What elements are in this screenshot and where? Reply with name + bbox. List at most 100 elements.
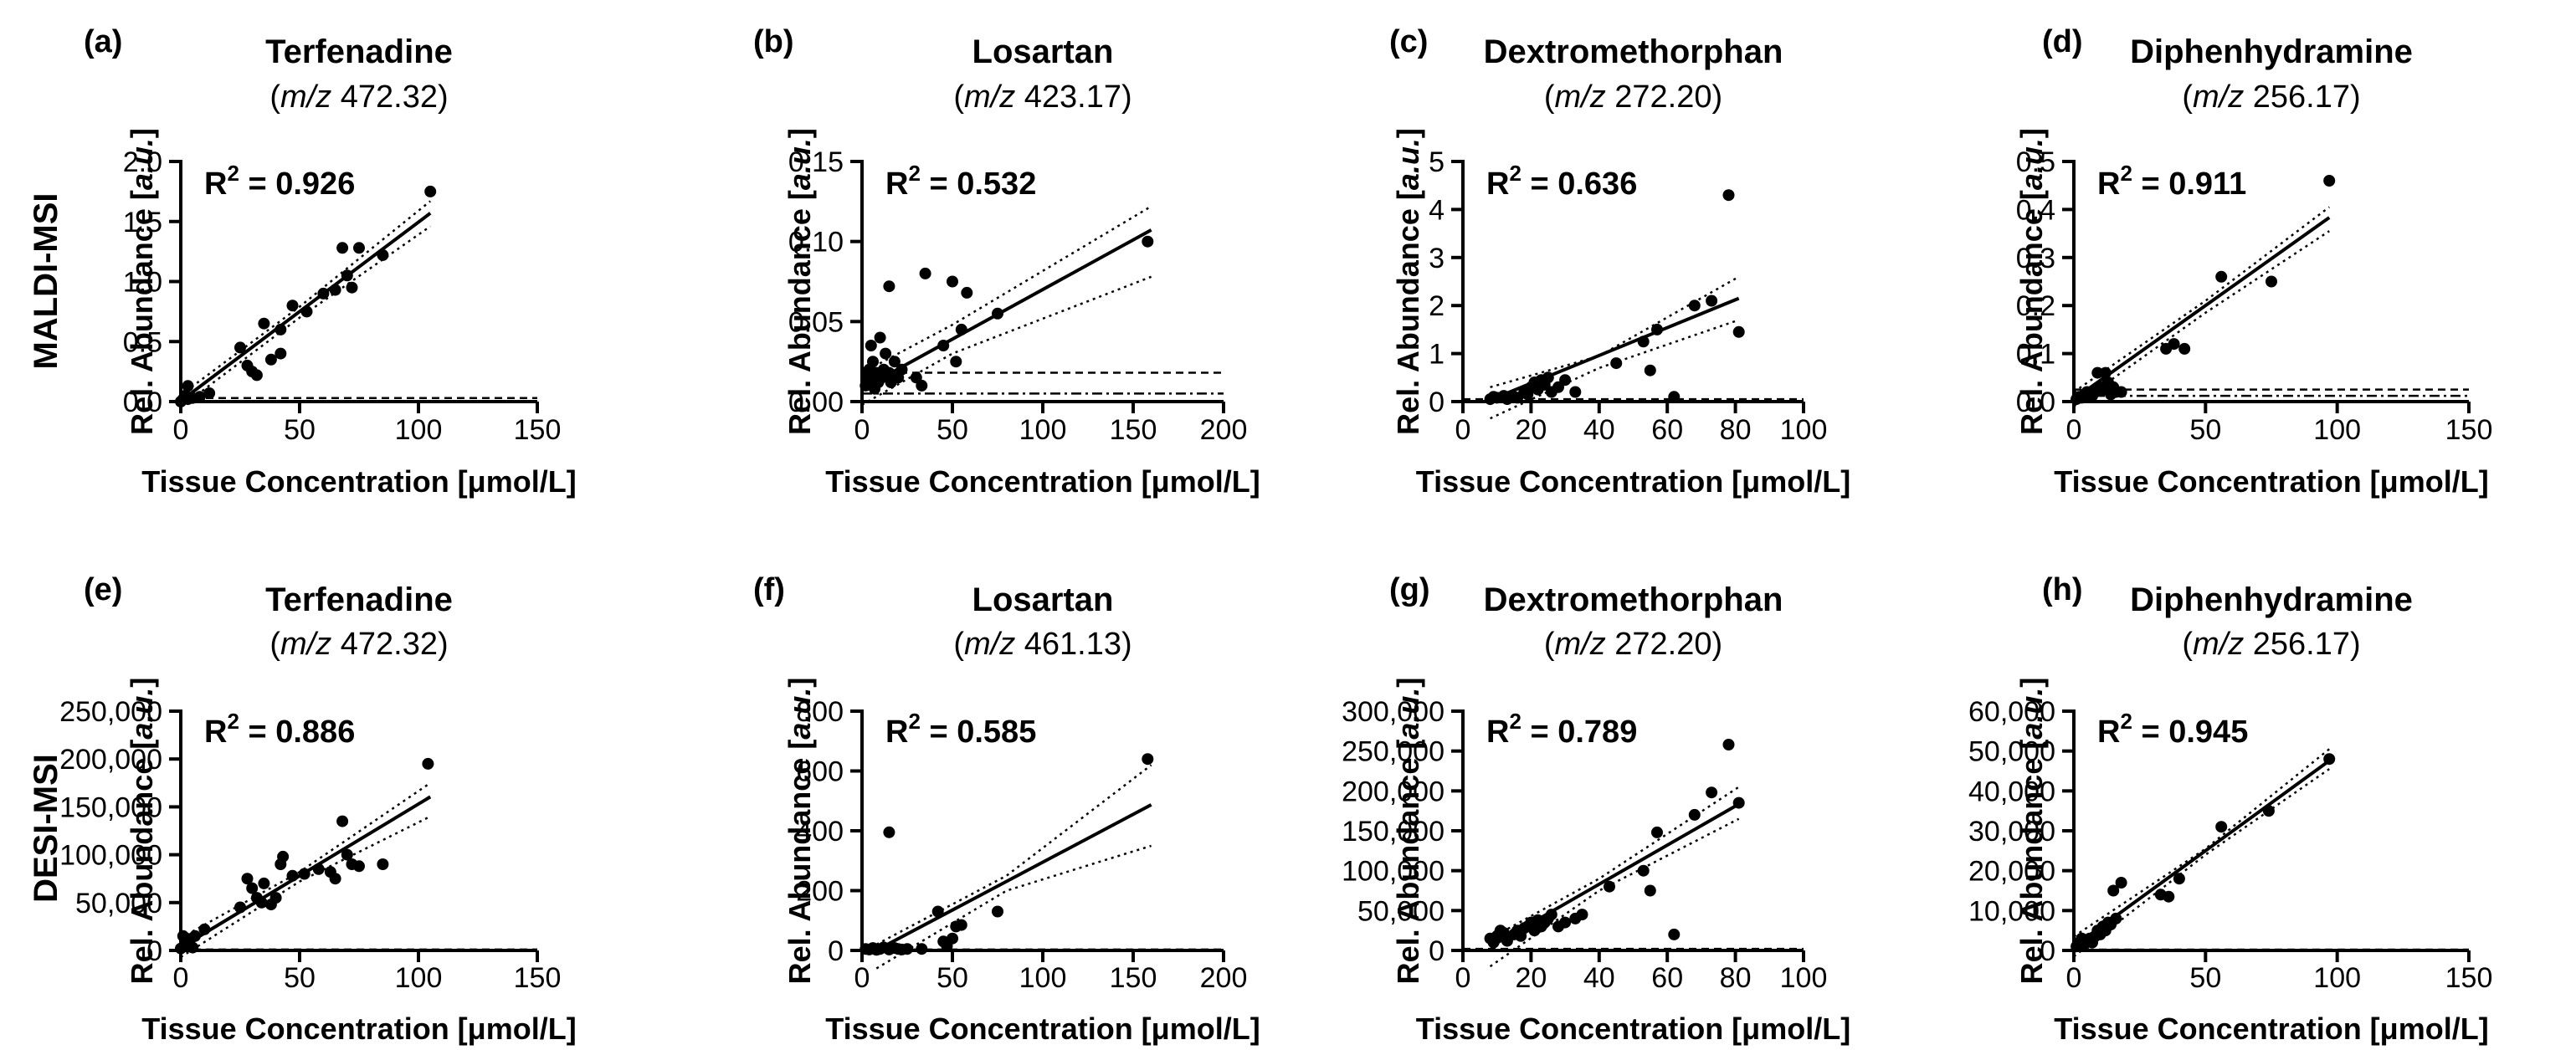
chart-title: Dextromethorphan	[1484, 581, 1783, 618]
x-tick-label: 100	[395, 962, 443, 994]
x-tick-label: 0	[2066, 414, 2082, 446]
y-tick-label: 200	[796, 876, 844, 908]
panel-e: (e) Terfenadine (m/z 472.32) R2 = 0.886 Rel.…	[59, 572, 577, 1046]
confidence-band-upper	[2073, 748, 2330, 938]
r-squared-annotation: R2 = 0.886	[204, 709, 355, 750]
x-tick-label: 100	[1019, 962, 1067, 994]
confidence-band-upper	[180, 781, 431, 940]
x-axis-label: Tissue Concentration [μmol/L]	[2054, 1012, 2488, 1046]
data-point	[275, 347, 287, 360]
x-tick-label: 0	[2066, 962, 2082, 994]
y-tick-label: 0.5	[2016, 146, 2055, 178]
y-tick-label: 0.4	[2016, 194, 2055, 226]
row-label-desi-msi: DESI-MSI	[28, 754, 64, 903]
panel-letter: (f)	[753, 572, 785, 607]
data-point	[2323, 175, 2336, 187]
y-axis-label: Rel. Abundance [a.u.]	[2014, 678, 2049, 985]
y-tick-label: 50,000	[1357, 895, 1445, 927]
y-tick-label: 400	[796, 816, 844, 848]
y-tick-label: 50,000	[1968, 736, 2055, 768]
data-point	[1688, 300, 1701, 312]
chart-title: Diphenhydramine	[2130, 33, 2413, 70]
x-axis-label: Tissue Concentration [μmol/L]	[141, 1012, 576, 1046]
data-point	[2173, 873, 2185, 885]
data-point	[424, 185, 437, 197]
x-axis-label: Tissue Concentration [μmol/L]	[825, 1012, 1260, 1046]
chart-title: Losartan	[972, 581, 1114, 618]
y-tick-label: 2.0	[123, 146, 162, 178]
r-squared-annotation: R2 = 0.945	[2097, 709, 2248, 750]
data-point	[2178, 342, 2191, 355]
data-point	[937, 340, 950, 351]
y-tick-label: 0	[1429, 935, 1445, 967]
data-point	[883, 826, 895, 838]
data-point	[258, 317, 270, 330]
data-point	[1732, 796, 1745, 809]
regression-line	[861, 228, 1152, 391]
y-tick-label: 250,000	[1342, 736, 1445, 768]
x-tick-label: 0	[173, 962, 189, 994]
y-tick-label: 4	[1429, 194, 1445, 226]
data-point	[1722, 739, 1735, 750]
data-point	[277, 850, 290, 863]
y-tick-label: 200,000	[59, 744, 162, 776]
x-axis-label: Tissue Concentration [μmol/L]	[825, 464, 1260, 499]
x-tick-label: 0	[1455, 962, 1471, 994]
panel-b: (b) Losartan (m/z 423.17) R2 = 0.532 Rel. Ab…	[753, 24, 1260, 499]
confidence-band-upper	[180, 200, 431, 397]
y-tick-label: 5	[1429, 146, 1445, 178]
data-point	[1688, 808, 1701, 821]
data-point	[2323, 753, 2336, 766]
y-tick-label: 40,000	[1968, 776, 2055, 807]
x-tick-label: 50	[2189, 962, 2221, 994]
data-point	[193, 391, 206, 403]
data-point	[341, 848, 353, 861]
data-point	[2168, 338, 2180, 351]
data-point	[955, 919, 967, 931]
y-tick-label: 2	[1429, 290, 1445, 322]
data-point	[1644, 884, 1656, 897]
chart-title: Terfenadine	[265, 581, 453, 618]
data-point	[2215, 270, 2228, 283]
data-point	[867, 356, 879, 368]
y-tick-label: 1.0	[123, 267, 162, 299]
y-tick-label: 200,000	[1342, 776, 1445, 807]
y-tick-label: 250,000	[59, 696, 162, 728]
panel-letter: (b)	[753, 24, 794, 59]
x-tick-label: 100	[2313, 414, 2361, 446]
data-point	[1542, 371, 1554, 384]
data-point	[1637, 335, 1650, 348]
data-point	[1651, 826, 1663, 838]
y-axis-label: Rel. Abundance [a.u.]	[783, 678, 817, 985]
y-tick-label: 1.5	[123, 207, 162, 238]
panel-letter: (e)	[84, 572, 122, 607]
data-point	[1610, 357, 1623, 370]
data-point	[880, 347, 892, 360]
y-tick-label: 0.00	[788, 387, 844, 418]
y-axis-label: Rel. Abundance [a.u.]	[125, 678, 159, 985]
data-point	[2215, 821, 2228, 833]
chart-subtitle-mz: (m/z 423.17)	[953, 79, 1131, 115]
x-axis-label: Tissue Concentration [μmol/L]	[141, 464, 576, 499]
data-point	[874, 331, 886, 344]
data-point	[883, 366, 895, 379]
data-point	[286, 869, 299, 882]
y-tick-label: 0.10	[788, 227, 844, 259]
x-tick-label: 50	[284, 962, 316, 994]
y-tick-label: 150,000	[59, 791, 162, 823]
panel-a: (a) Terfenadine (m/z 472.32) R2 = 0.926 Rel.…	[84, 24, 577, 499]
y-tick-label: 600	[796, 756, 844, 788]
y-tick-label: 10,000	[1968, 895, 2055, 927]
data-point	[250, 369, 263, 382]
y-tick-label: 100,000	[59, 840, 162, 872]
y-tick-label: 20,000	[1968, 856, 2055, 888]
data-point	[275, 323, 287, 335]
x-tick-label: 100	[395, 414, 443, 446]
x-tick-label: 150	[2445, 414, 2493, 446]
y-axis-label: Rel. Abundance [a.u.]	[125, 128, 159, 435]
x-tick-label: 150	[1110, 962, 1157, 994]
y-tick-label: 0	[828, 935, 844, 967]
confidence-band-lower	[2073, 230, 2330, 407]
x-axis-label: Tissue Concentration [μmol/L]	[2054, 464, 2488, 499]
